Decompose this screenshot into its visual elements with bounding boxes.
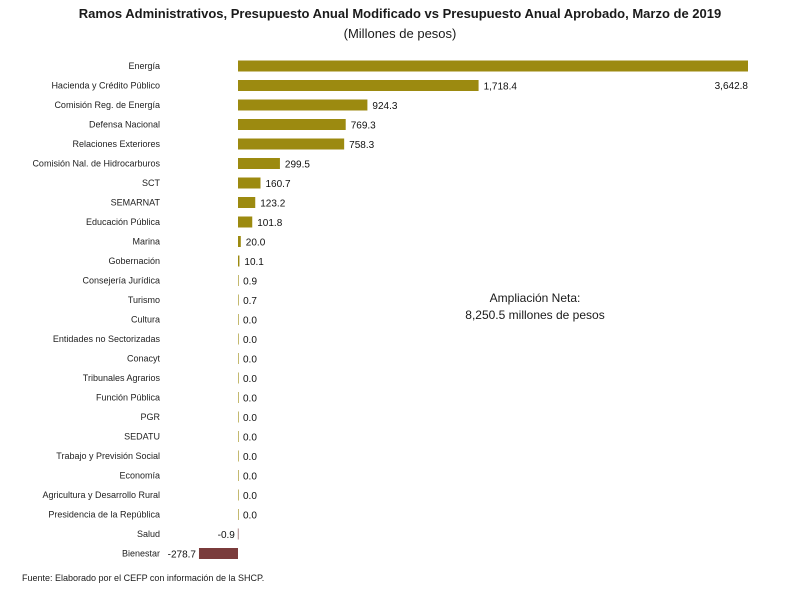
category-label: Agricultura y Desarrollo Rural bbox=[42, 490, 160, 500]
value-label: 758.3 bbox=[349, 140, 374, 151]
category-label: Trabajo y Previsión Social bbox=[56, 451, 160, 461]
bar bbox=[238, 99, 368, 111]
source-note: Fuente: Elaborado por el CEFP con inform… bbox=[22, 573, 265, 583]
value-label: 0.0 bbox=[243, 374, 257, 385]
bar bbox=[238, 275, 239, 286]
value-label: -278.7 bbox=[168, 550, 197, 561]
value-label: 0.0 bbox=[243, 452, 257, 463]
category-label: Consejería Jurídica bbox=[82, 276, 160, 286]
bar bbox=[238, 158, 280, 169]
bar bbox=[198, 548, 238, 559]
category-label: Bienestar bbox=[122, 549, 160, 559]
chart-subtitle: (Millones de pesos) bbox=[343, 26, 457, 41]
value-label: 0.7 bbox=[243, 296, 257, 307]
value-label: 1,718.4 bbox=[484, 82, 518, 93]
value-label: 0.0 bbox=[243, 316, 257, 327]
value-label: 3,642.8 bbox=[715, 81, 749, 92]
category-label: Educación Pública bbox=[86, 217, 160, 227]
category-label: Presidencia de la República bbox=[48, 510, 160, 520]
category-label: Entidades no Sectorizadas bbox=[53, 334, 161, 344]
bar bbox=[238, 372, 239, 384]
bar bbox=[237, 528, 239, 540]
category-label: Defensa Nacional bbox=[89, 120, 160, 130]
value-label: 0.0 bbox=[243, 511, 257, 522]
category-label: SCT bbox=[142, 178, 161, 188]
value-label: 0.9 bbox=[243, 277, 257, 288]
category-label: Comisión Nal. de Hidrocarburos bbox=[32, 159, 160, 169]
bar bbox=[238, 60, 748, 72]
bar bbox=[238, 450, 239, 462]
value-label: 0.0 bbox=[243, 355, 257, 366]
value-label: 0.0 bbox=[243, 335, 257, 346]
bar bbox=[238, 431, 239, 442]
category-label: Relaciones Exteriores bbox=[72, 139, 160, 149]
bar bbox=[238, 509, 239, 520]
net-increase-value: 8,250.5 millones de pesos bbox=[465, 308, 605, 322]
value-label: 0.0 bbox=[243, 394, 257, 405]
category-label: Hacienda y Crédito Público bbox=[51, 81, 160, 91]
value-label: 0.0 bbox=[243, 413, 257, 424]
value-label: 10.1 bbox=[244, 257, 264, 268]
bar bbox=[238, 236, 241, 247]
bar bbox=[238, 470, 239, 481]
bar bbox=[238, 197, 256, 208]
category-label: Salud bbox=[137, 529, 160, 539]
value-label: 0.0 bbox=[243, 433, 257, 444]
value-label: 20.0 bbox=[246, 238, 266, 249]
bar bbox=[238, 80, 479, 91]
bar bbox=[238, 177, 261, 189]
bar bbox=[238, 138, 345, 150]
value-label: -0.9 bbox=[218, 530, 236, 541]
bar bbox=[238, 333, 239, 345]
category-label: Cultura bbox=[131, 315, 160, 325]
bar bbox=[238, 294, 239, 306]
value-label: 0.0 bbox=[243, 472, 257, 483]
value-label: 0.0 bbox=[243, 491, 257, 502]
value-label: 101.8 bbox=[257, 218, 282, 229]
bar bbox=[238, 353, 239, 364]
category-label: Turismo bbox=[128, 295, 160, 305]
category-label: Conacyt bbox=[127, 354, 161, 364]
net-increase-label: Ampliación Neta: bbox=[489, 291, 581, 305]
category-label: Marina bbox=[132, 237, 160, 247]
category-label: Comisión Reg. de Energía bbox=[54, 100, 160, 110]
category-label: Función Pública bbox=[96, 393, 160, 403]
category-label: Energía bbox=[128, 61, 160, 71]
bar bbox=[238, 489, 239, 501]
bar bbox=[238, 411, 239, 423]
value-label: 160.7 bbox=[265, 179, 290, 190]
bar bbox=[238, 392, 239, 403]
category-label: Gobernación bbox=[108, 256, 160, 266]
chart-title: Ramos Administrativos, Presupuesto Anual… bbox=[78, 6, 722, 21]
bar bbox=[238, 216, 253, 228]
value-label: 769.3 bbox=[351, 121, 376, 132]
bar bbox=[238, 119, 346, 130]
category-label: PGR bbox=[140, 412, 160, 422]
value-label: 123.2 bbox=[260, 199, 285, 210]
category-label: SEMARNAT bbox=[111, 198, 161, 208]
category-label: SEDATU bbox=[124, 432, 160, 442]
value-label: 924.3 bbox=[372, 101, 397, 112]
value-label: 299.5 bbox=[285, 160, 310, 171]
category-label: Tribunales Agrarios bbox=[83, 373, 161, 383]
bar bbox=[238, 255, 240, 267]
net-increase-note: Ampliación Neta: 8,250.5 millones de pes… bbox=[420, 290, 650, 324]
category-label: Economía bbox=[119, 471, 160, 481]
bar bbox=[238, 314, 239, 325]
